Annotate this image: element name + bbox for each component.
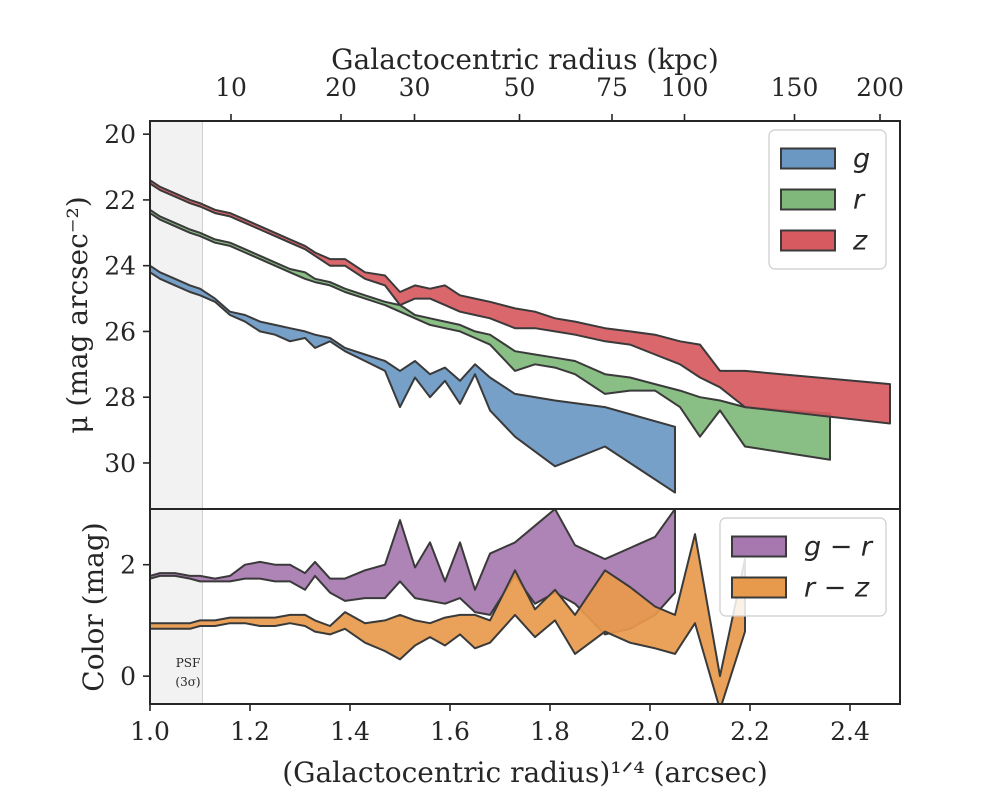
x-tick-label: 1.8 xyxy=(530,717,570,746)
top-y-axis-title: μ (mag arcsec⁻²) xyxy=(61,196,94,433)
top-x-tick-label: 20 xyxy=(325,73,357,102)
surface-brightness-bands xyxy=(150,179,891,494)
legend-swatch-z xyxy=(780,229,836,252)
top-x-tick-label: 50 xyxy=(504,73,536,102)
band-z xyxy=(150,179,891,425)
x-tick-label: 1.2 xyxy=(230,717,270,746)
legend-label-g-r: g − r xyxy=(804,532,874,563)
surface-brightness-panel: 20 22 24 26 28 30 10 20 30 50 75 100 150 200 Galacto… xyxy=(61,43,904,510)
x-tick-label: 1.4 xyxy=(330,717,370,746)
legend-swatch-g xyxy=(780,147,836,170)
psf-shaded-region-color xyxy=(150,509,203,704)
x-tick-label: 1.6 xyxy=(430,717,470,746)
x-axis-title: (Galactocentric radius)¹ᐟ⁴ (arcsec) xyxy=(282,756,768,789)
y-tick-label: 26 xyxy=(104,317,136,346)
bottom-y-ticks: 02 xyxy=(120,551,150,691)
legend-swatch-g-r xyxy=(731,535,787,558)
y-tick-label: 30 xyxy=(104,449,136,478)
legend-swatch-r xyxy=(780,188,836,211)
legend-swatch-r-z xyxy=(731,576,787,599)
legend-label-g: g xyxy=(853,144,870,175)
top-x-tick-label: 10 xyxy=(215,73,247,102)
top-x-tick-label: 100 xyxy=(661,73,709,102)
top-x-tick-label: 75 xyxy=(596,73,628,102)
top-x-tick-label: 30 xyxy=(399,73,431,102)
top-x-tick-label: 150 xyxy=(771,73,819,102)
x-tick-label: 2.2 xyxy=(730,717,770,746)
band-r-z xyxy=(150,533,746,704)
y-tick-label: 24 xyxy=(104,252,136,281)
x-tick-label: 2.0 xyxy=(630,717,670,746)
y-tick-label: 22 xyxy=(104,186,136,215)
y-tick-label: 2 xyxy=(120,551,136,580)
psf-label: PSF xyxy=(176,656,201,670)
bottom-x-ticks: 1.0 1.2 1.4 1.6 1.8 2.0 2.2 2.4 xyxy=(130,704,870,746)
band-g xyxy=(150,264,676,494)
x-tick-label: 1.0 xyxy=(130,717,170,746)
y-tick-label: 20 xyxy=(104,120,136,149)
band-r xyxy=(150,208,831,461)
bottom-legend: g − r r − z xyxy=(719,517,887,617)
psf-sublabel: (3σ) xyxy=(175,675,200,689)
band-g-r xyxy=(150,509,676,636)
top-y-ticks: 20 22 24 26 28 30 xyxy=(104,120,150,478)
y-tick-label: 0 xyxy=(120,662,136,691)
legend-label-r-z: r − z xyxy=(804,573,870,604)
bottom-panel-frame xyxy=(149,508,901,705)
bottom-y-axis-title: Color (mag) xyxy=(77,522,110,691)
psf-shaded-region xyxy=(150,121,203,509)
y-tick-label: 28 xyxy=(104,383,136,412)
x-tick-label: 2.4 xyxy=(830,717,870,746)
top-axis-title: Galactocentric radius (kpc) xyxy=(331,43,719,76)
color-bands xyxy=(150,509,746,704)
color-panel: 02 1.0 1.2 1.4 1.6 1.8 2.0 2.2 2.4 PSF (3σ) (Ga… xyxy=(77,508,901,789)
top-x-tick-label: 200 xyxy=(856,73,904,102)
top-x-axis-ticks: 10 20 30 50 75 100 150 200 xyxy=(215,73,904,121)
top-legend: grz xyxy=(768,129,887,270)
legend-label-z: z xyxy=(852,226,868,257)
legend-label-r: r xyxy=(853,185,866,216)
